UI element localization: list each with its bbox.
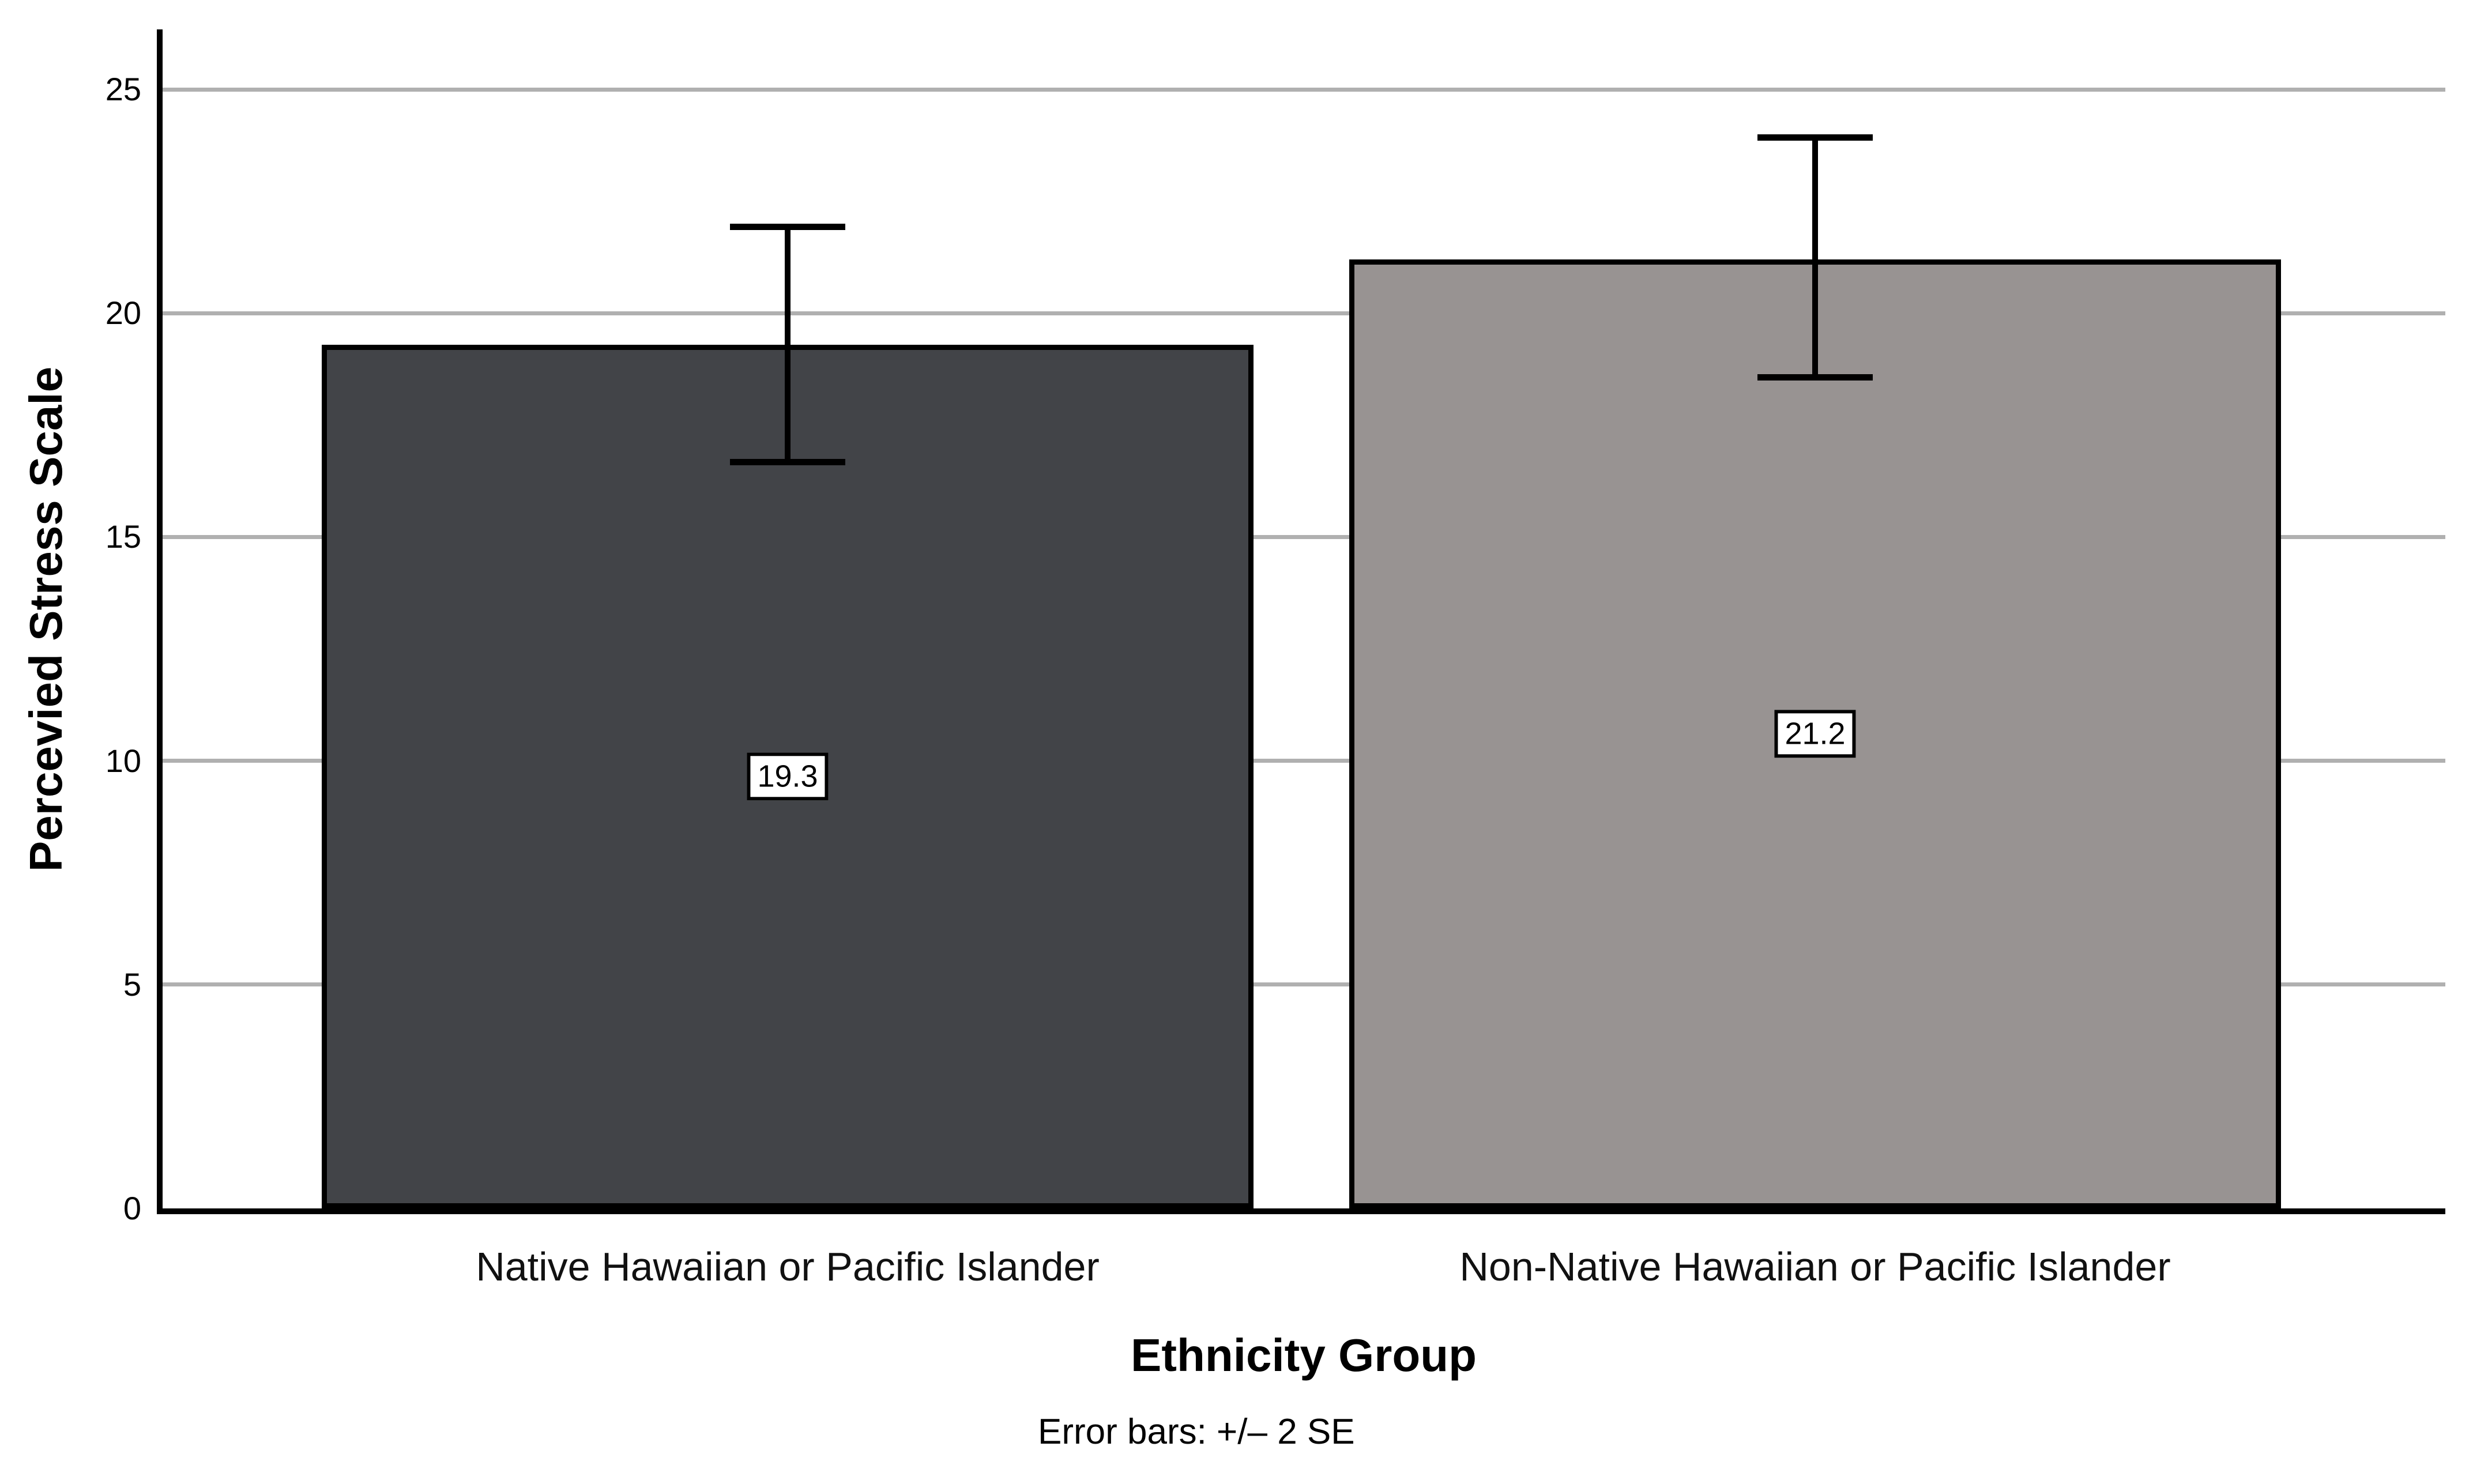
gridline-y-25 bbox=[163, 87, 2445, 92]
gridline-y-5 bbox=[163, 982, 2445, 987]
y-axis-line bbox=[157, 29, 163, 1214]
error-bar-top-cap-1 bbox=[730, 223, 845, 230]
y-tick-label-0: 0 bbox=[123, 1190, 141, 1226]
y-tick-label-10: 10 bbox=[105, 742, 141, 779]
error-bar-top-cap-2 bbox=[1757, 134, 1873, 141]
y-tick-label-5: 5 bbox=[123, 966, 141, 1003]
x-axis-title: Ethnicity Group bbox=[1131, 1329, 1477, 1381]
error-bar-bottom-cap-1 bbox=[730, 459, 845, 466]
error-bar-line-2 bbox=[1812, 134, 1818, 381]
x-axis-line bbox=[157, 1208, 2445, 1214]
value-label-2: 21.2 bbox=[1774, 710, 1856, 758]
bar-1 bbox=[322, 344, 1254, 1208]
error-bar-footnote: Error bars: +/– 2 SE bbox=[1038, 1412, 1355, 1452]
y-tick-label-20: 20 bbox=[105, 295, 141, 332]
gridline-y-15 bbox=[163, 534, 2445, 539]
value-label-1: 19.3 bbox=[747, 752, 829, 801]
y-tick-label-15: 15 bbox=[105, 518, 141, 555]
category-label-1: Native Hawaiian or Pacific Islander bbox=[476, 1244, 1100, 1289]
y-tick-label-25: 25 bbox=[105, 71, 141, 107]
error-bar-bottom-cap-2 bbox=[1757, 374, 1873, 381]
category-label-2: Non-Native Hawaiian or Pacific Islander bbox=[1459, 1244, 2171, 1289]
error-bar-line-1 bbox=[785, 223, 791, 466]
gridline-y-20 bbox=[163, 311, 2445, 315]
gridline-y-10 bbox=[163, 759, 2445, 763]
